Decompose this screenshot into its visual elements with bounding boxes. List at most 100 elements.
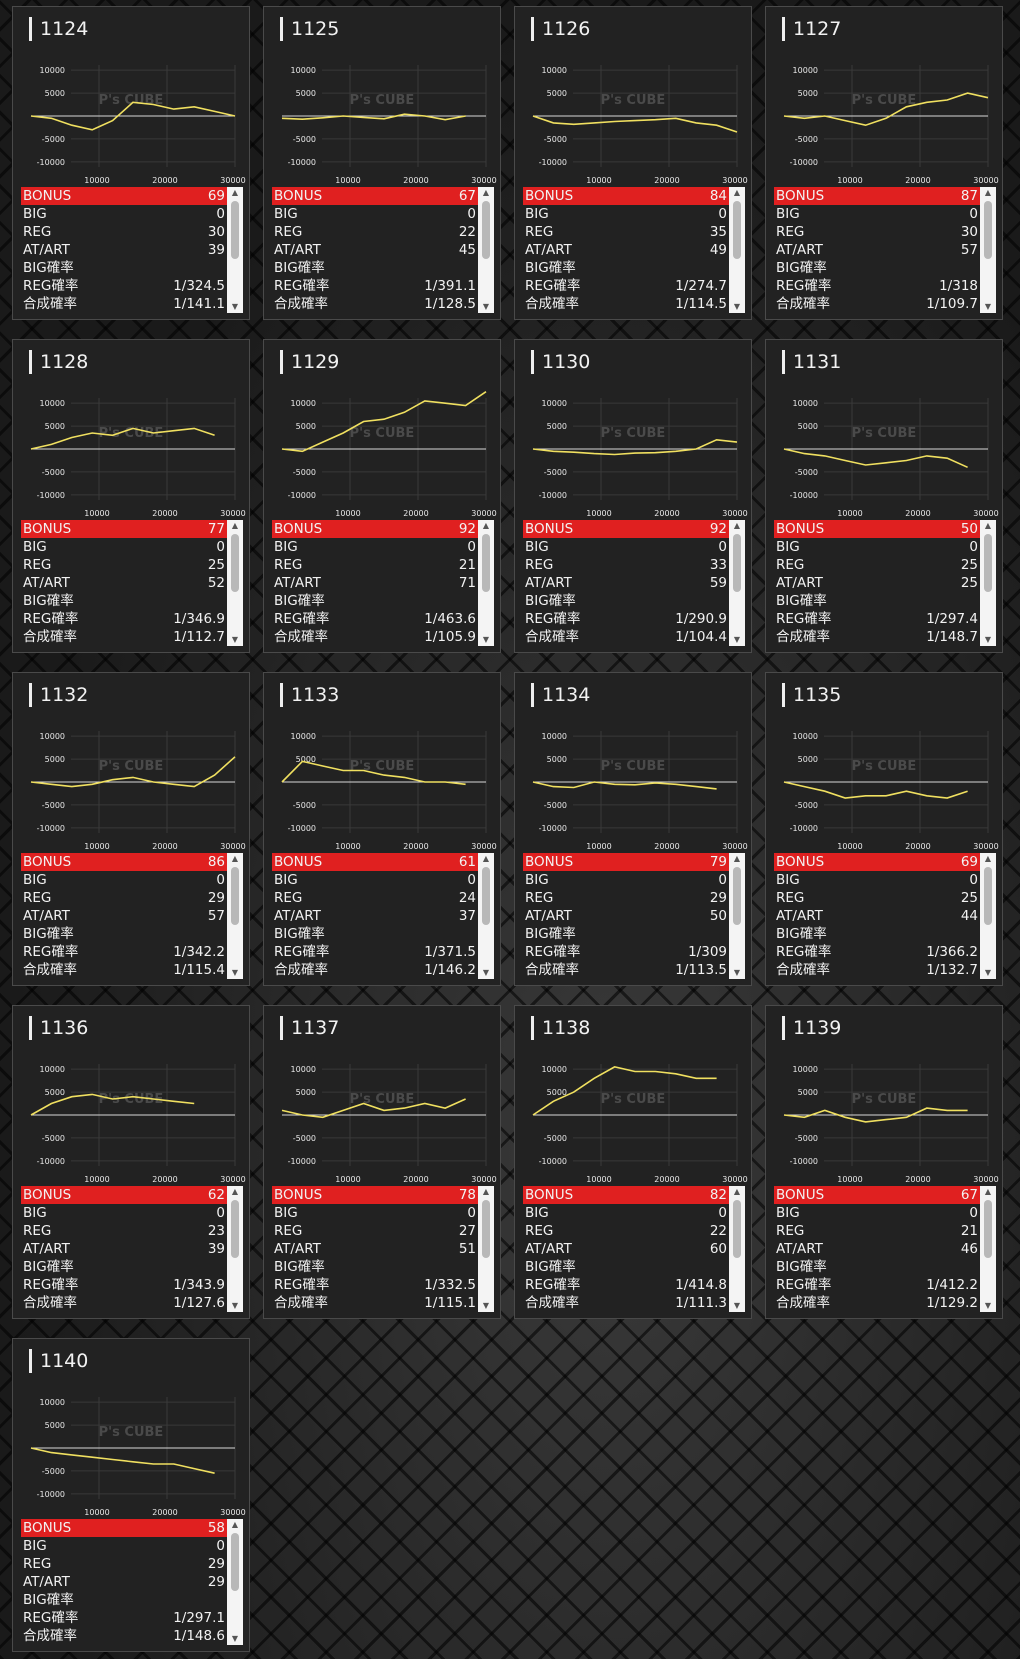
scrollbar[interactable]: ▲ ▼	[729, 520, 745, 646]
slump-chart: P's CUBE 10000 5000 -5000 -10000 10000 20000 30…	[30, 65, 246, 185]
triangle-up-icon[interactable]: ▲	[231, 188, 239, 197]
machine-card[interactable]: 1124 P's CUBE 10000 5000 -5000 -10000 10000 200…	[12, 6, 250, 320]
triangle-down-icon[interactable]: ▼	[984, 302, 992, 311]
machine-card[interactable]: 1140 P's CUBE 10000 5000 -5000 -10000 10000 200…	[12, 1338, 250, 1652]
scrollbar-thumb[interactable]	[733, 201, 741, 259]
triangle-up-icon[interactable]: ▲	[231, 854, 239, 863]
triangle-up-icon[interactable]: ▲	[984, 521, 992, 530]
triangle-up-icon[interactable]: ▲	[733, 854, 741, 863]
triangle-down-icon[interactable]: ▼	[231, 968, 239, 977]
scrollbar[interactable]: ▲ ▼	[729, 187, 745, 313]
machine-card[interactable]: 1132 P's CUBE 10000 5000 -5000 -10000 10000 200…	[12, 672, 250, 986]
machine-card[interactable]: 1134 P's CUBE 10000 5000 -5000 -10000 10000 200…	[514, 672, 752, 986]
triangle-down-icon[interactable]: ▼	[733, 302, 741, 311]
scrollbar-thumb[interactable]	[231, 534, 239, 592]
scrollbar[interactable]: ▲ ▼	[478, 1186, 494, 1312]
scrollbar-thumb[interactable]	[733, 534, 741, 592]
triangle-down-icon[interactable]: ▼	[733, 1301, 741, 1310]
scrollbar-thumb[interactable]	[231, 1200, 239, 1258]
at-row-label: AT/ART	[525, 575, 572, 591]
machine-card[interactable]: 1136 P's CUBE 10000 5000 -5000 -10000 10000 200…	[12, 1005, 250, 1319]
scrollbar-thumb[interactable]	[482, 867, 490, 925]
scrollbar[interactable]: ▲ ▼	[478, 520, 494, 646]
triangle-up-icon[interactable]: ▲	[984, 1187, 992, 1196]
machine-card[interactable]: 1127 P's CUBE 10000 5000 -5000 -10000 10000 200…	[765, 6, 1003, 320]
triangle-up-icon[interactable]: ▲	[733, 1187, 741, 1196]
scrollbar[interactable]: ▲ ▼	[980, 520, 996, 646]
scrollbar[interactable]: ▲ ▼	[227, 187, 243, 313]
scrollbar-thumb[interactable]	[231, 867, 239, 925]
scrollbar[interactable]: ▲ ▼	[729, 853, 745, 979]
triangle-down-icon[interactable]: ▼	[231, 302, 239, 311]
big-rate-row: BIG確率	[774, 592, 984, 610]
machine-card[interactable]: 1125 P's CUBE 10000 5000 -5000 -10000 10000 200…	[263, 6, 501, 320]
scrollbar[interactable]: ▲ ▼	[227, 853, 243, 979]
machine-card[interactable]: 1133 P's CUBE 10000 5000 -5000 -10000 10000 200…	[263, 672, 501, 986]
machine-card[interactable]: 1130 P's CUBE 10000 5000 -5000 -10000 10000 200…	[514, 339, 752, 653]
triangle-up-icon[interactable]: ▲	[733, 188, 741, 197]
triangle-up-icon[interactable]: ▲	[984, 854, 992, 863]
machine-card[interactable]: 1129 P's CUBE 10000 5000 -5000 -10000 10000 200…	[263, 339, 501, 653]
triangle-down-icon[interactable]: ▼	[482, 1301, 490, 1310]
triangle-down-icon[interactable]: ▼	[231, 1301, 239, 1310]
bonus-row-label: BONUS	[274, 521, 323, 537]
triangle-down-icon[interactable]: ▼	[733, 635, 741, 644]
scrollbar-thumb[interactable]	[984, 1200, 992, 1258]
scrollbar[interactable]: ▲ ▼	[478, 853, 494, 979]
triangle-up-icon[interactable]: ▲	[733, 521, 741, 530]
triangle-down-icon[interactable]: ▼	[231, 1634, 239, 1643]
triangle-down-icon[interactable]: ▼	[733, 968, 741, 977]
triangle-down-icon[interactable]: ▼	[482, 302, 490, 311]
triangle-down-icon[interactable]: ▼	[482, 635, 490, 644]
scrollbar-thumb[interactable]	[733, 1200, 741, 1258]
scrollbar[interactable]: ▲ ▼	[478, 187, 494, 313]
scrollbar[interactable]: ▲ ▼	[980, 187, 996, 313]
triangle-down-icon[interactable]: ▼	[984, 968, 992, 977]
machine-card[interactable]: 1131 P's CUBE 10000 5000 -5000 -10000 10000 200…	[765, 339, 1003, 653]
scrollbar-thumb[interactable]	[482, 1200, 490, 1258]
y-tick-label: 10000	[291, 732, 316, 741]
triangle-up-icon[interactable]: ▲	[482, 188, 490, 197]
triangle-up-icon[interactable]: ▲	[482, 1187, 490, 1196]
scrollbar-thumb[interactable]	[482, 201, 490, 259]
triangle-down-icon[interactable]: ▼	[231, 635, 239, 644]
scrollbar-thumb[interactable]	[984, 534, 992, 592]
total-rate-row-label: 合成確率	[525, 1295, 579, 1311]
y-tick-label: 10000	[40, 66, 65, 75]
scrollbar-thumb[interactable]	[984, 867, 992, 925]
triangle-down-icon[interactable]: ▼	[984, 635, 992, 644]
machine-card[interactable]: 1138 P's CUBE 10000 5000 -5000 -10000 10000 200…	[514, 1005, 752, 1319]
scrollbar-thumb[interactable]	[482, 534, 490, 592]
triangle-up-icon[interactable]: ▲	[984, 188, 992, 197]
scrollbar[interactable]: ▲ ▼	[729, 1186, 745, 1312]
y-tick-label: -10000	[539, 824, 567, 833]
x-tick-label: 30000	[220, 842, 245, 851]
machine-card[interactable]: 1139 P's CUBE 10000 5000 -5000 -10000 10000 200…	[765, 1005, 1003, 1319]
triangle-up-icon[interactable]: ▲	[231, 521, 239, 530]
big-row: BIG 0	[21, 871, 231, 889]
triangle-up-icon[interactable]: ▲	[482, 854, 490, 863]
scrollbar-thumb[interactable]	[231, 1533, 239, 1591]
scrollbar-thumb[interactable]	[984, 201, 992, 259]
machine-card[interactable]: 1126 P's CUBE 10000 5000 -5000 -10000 10000 200…	[514, 6, 752, 320]
scrollbar-thumb[interactable]	[733, 867, 741, 925]
scrollbar[interactable]: ▲ ▼	[227, 520, 243, 646]
scrollbar-thumb[interactable]	[231, 201, 239, 259]
machine-card[interactable]: 1128 P's CUBE 10000 5000 -5000 -10000 10000 200…	[12, 339, 250, 653]
reg-row: REG 25	[774, 889, 984, 907]
scrollbar[interactable]: ▲ ▼	[980, 853, 996, 979]
big-row-label: BIG	[23, 206, 47, 222]
scrollbar[interactable]: ▲ ▼	[227, 1519, 243, 1645]
reg-row-label: REG	[23, 1556, 52, 1572]
triangle-down-icon[interactable]: ▼	[482, 968, 490, 977]
triangle-up-icon[interactable]: ▲	[482, 521, 490, 530]
machine-card[interactable]: 1137 P's CUBE 10000 5000 -5000 -10000 10000 200…	[263, 1005, 501, 1319]
y-tick-label: -5000	[795, 135, 818, 144]
triangle-down-icon[interactable]: ▼	[984, 1301, 992, 1310]
triangle-up-icon[interactable]: ▲	[231, 1187, 239, 1196]
y-tick-label: 10000	[40, 1065, 65, 1074]
machine-card[interactable]: 1135 P's CUBE 10000 5000 -5000 -10000 10000 200…	[765, 672, 1003, 986]
triangle-up-icon[interactable]: ▲	[231, 1520, 239, 1529]
scrollbar[interactable]: ▲ ▼	[980, 1186, 996, 1312]
scrollbar[interactable]: ▲ ▼	[227, 1186, 243, 1312]
